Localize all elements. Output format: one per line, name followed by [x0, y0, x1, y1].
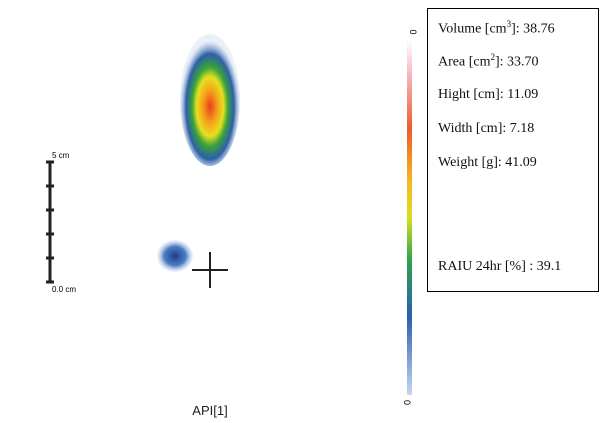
colorbar-top-label: 0: [408, 29, 418, 34]
text: Volume [cm: [438, 21, 507, 37]
text: Area [cm: [438, 54, 491, 70]
sup: 2: [490, 52, 495, 62]
scale-bottom-label: 0.0 cm: [52, 285, 76, 294]
text: ]: 38.76: [511, 21, 555, 37]
measurement: Weight [g]: 41.09: [438, 155, 537, 170]
measurement-box: Volume [cm3]: 38.76 Area [cm2]: 33.70 Hi…: [427, 8, 599, 292]
view-label: API[1]: [192, 403, 227, 418]
sup: 3: [506, 19, 512, 29]
measurement: Volume [cm3]: 38.76: [438, 19, 555, 38]
colorbar: [407, 40, 412, 395]
text: ]: 33.70: [494, 54, 539, 70]
colorbar-bottom-label: 0: [402, 400, 412, 405]
thyroid-uptake: [180, 34, 240, 166]
measurement: Hight [cm]: 11.09: [438, 87, 539, 102]
raiu: RAIU 24hr [%] : 39.1: [438, 259, 562, 274]
crosshair: [192, 252, 228, 288]
measurement: Area [cm2]: 33.70: [438, 52, 539, 71]
scale-top-label: 5 cm: [52, 151, 70, 160]
scale-bar: [46, 160, 54, 284]
scan-view: 5 cm 0.0 cm API[1] 0 0: [46, 29, 418, 418]
measurement: Width [cm]: 7.18: [438, 121, 535, 136]
nodule-uptake: [157, 240, 193, 272]
